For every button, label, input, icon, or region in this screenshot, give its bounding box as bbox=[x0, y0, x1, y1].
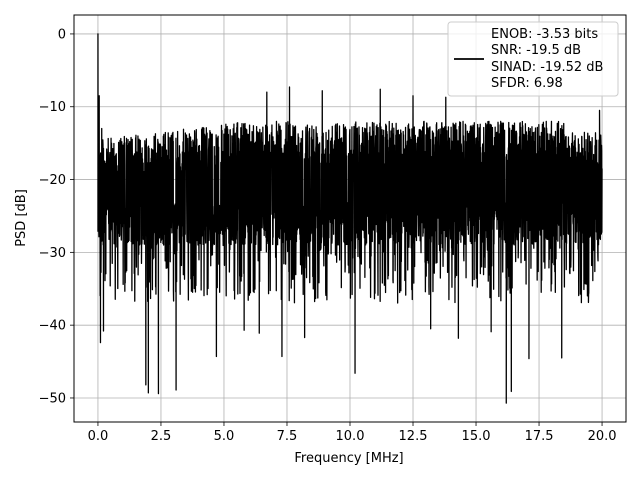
y-tick-label: −50 bbox=[39, 391, 66, 406]
y-tick-label: −20 bbox=[39, 173, 66, 188]
legend-line-sinad: SINAD: -19.52 dB bbox=[491, 60, 603, 75]
y-tick-label: 0 bbox=[58, 27, 66, 42]
x-tick-label: 15.0 bbox=[462, 429, 491, 444]
x-axis-label: Frequency [MHz] bbox=[294, 451, 403, 466]
x-tick-label: 12.5 bbox=[399, 429, 428, 444]
x-tick-label: 10.0 bbox=[336, 429, 365, 444]
y-axis-label: PSD [dB] bbox=[14, 189, 29, 247]
x-tick-label: 0.0 bbox=[88, 429, 109, 444]
x-tick-label: 7.5 bbox=[277, 429, 298, 444]
y-tick-label: −30 bbox=[39, 246, 66, 261]
legend: ENOB: -3.53 bits SNR: -19.5 dB SINAD: -1… bbox=[447, 21, 619, 97]
x-tick-label: 17.5 bbox=[525, 429, 554, 444]
legend-box bbox=[447, 21, 619, 97]
legend-line-enob: ENOB: -3.53 bits bbox=[491, 27, 598, 42]
x-tick-label: 20.0 bbox=[588, 429, 617, 444]
plot-area bbox=[97, 33, 603, 404]
x-tick-label: 2.5 bbox=[151, 429, 172, 444]
legend-line-snr: SNR: -19.5 dB bbox=[491, 43, 581, 58]
x-axis: 0.0 2.5 5.0 7.5 10.0 12.5 15.0 17.5 20.0 bbox=[88, 422, 617, 444]
y-tick-label: −40 bbox=[39, 319, 66, 334]
y-tick-label: −10 bbox=[39, 100, 66, 115]
psd-series-line bbox=[97, 33, 603, 404]
x-tick-label: 5.0 bbox=[214, 429, 235, 444]
y-axis: 0 −10 −20 −30 −40 −50 bbox=[39, 27, 74, 406]
legend-line-sfdr: SFDR: 6.98 bbox=[491, 76, 563, 91]
